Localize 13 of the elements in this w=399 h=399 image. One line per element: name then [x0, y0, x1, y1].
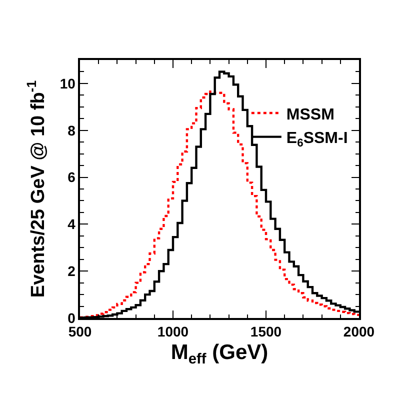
x-axis-title: M$_{eff}$ (GeV)	[170, 341, 268, 368]
y-tick-label: 4	[68, 216, 76, 232]
x-tick-label: 500	[68, 324, 92, 340]
x-tick-label: 1000	[157, 324, 189, 340]
y-tick-label: 0	[68, 310, 76, 326]
legend-label: MSSM	[286, 106, 334, 124]
legend-label: E$_{6}$SSM-I	[286, 130, 348, 150]
x-tick-label: 1500	[250, 324, 282, 340]
y-tick-label: 10	[60, 75, 76, 92]
x-tick-label: 2000	[343, 324, 375, 340]
y-tick-label: 6	[68, 169, 76, 186]
y-tick-label: 8	[68, 122, 76, 138]
y-tick-label: 2	[68, 262, 76, 279]
